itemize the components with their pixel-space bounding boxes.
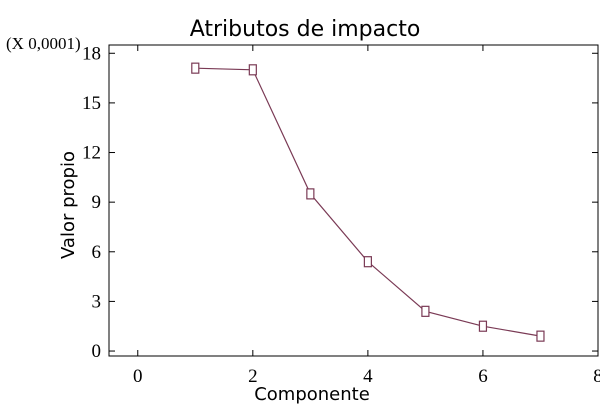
y-tick-label: 12 (82, 143, 101, 164)
data-point (191, 62, 200, 74)
y-tick-label: 15 (82, 93, 101, 114)
data-point (478, 320, 488, 332)
x-axis-label: Componente (254, 384, 370, 405)
x-tick-label: 2 (248, 366, 258, 387)
y-axis-label: Valor propio (58, 151, 79, 259)
y-scale-label: (X 0,0001) (6, 34, 81, 53)
x-tick-label: 8 (593, 366, 600, 387)
data-point (536, 330, 545, 342)
chart-title: Atributos de impacto (190, 17, 421, 42)
plot-frame (108, 44, 599, 357)
y-tick-label: 0 (92, 341, 102, 362)
series-line (195, 67, 541, 337)
x-tick-label: 0 (133, 366, 143, 387)
plot-area (191, 62, 545, 342)
axis-ticks: 0 3 6 9 12 15 18 0 2 4 6 8 (82, 43, 600, 387)
y-tick-label: 3 (92, 291, 102, 312)
x-tick-label: 4 (363, 366, 373, 387)
data-point (306, 188, 315, 200)
data-point (363, 256, 372, 268)
data-point (248, 64, 257, 76)
y-tick-label: 18 (82, 43, 101, 64)
y-tick-label: 9 (92, 192, 102, 213)
data-point (421, 305, 430, 317)
y-tick-label: 6 (92, 242, 102, 263)
x-tick-label: 6 (478, 366, 488, 387)
